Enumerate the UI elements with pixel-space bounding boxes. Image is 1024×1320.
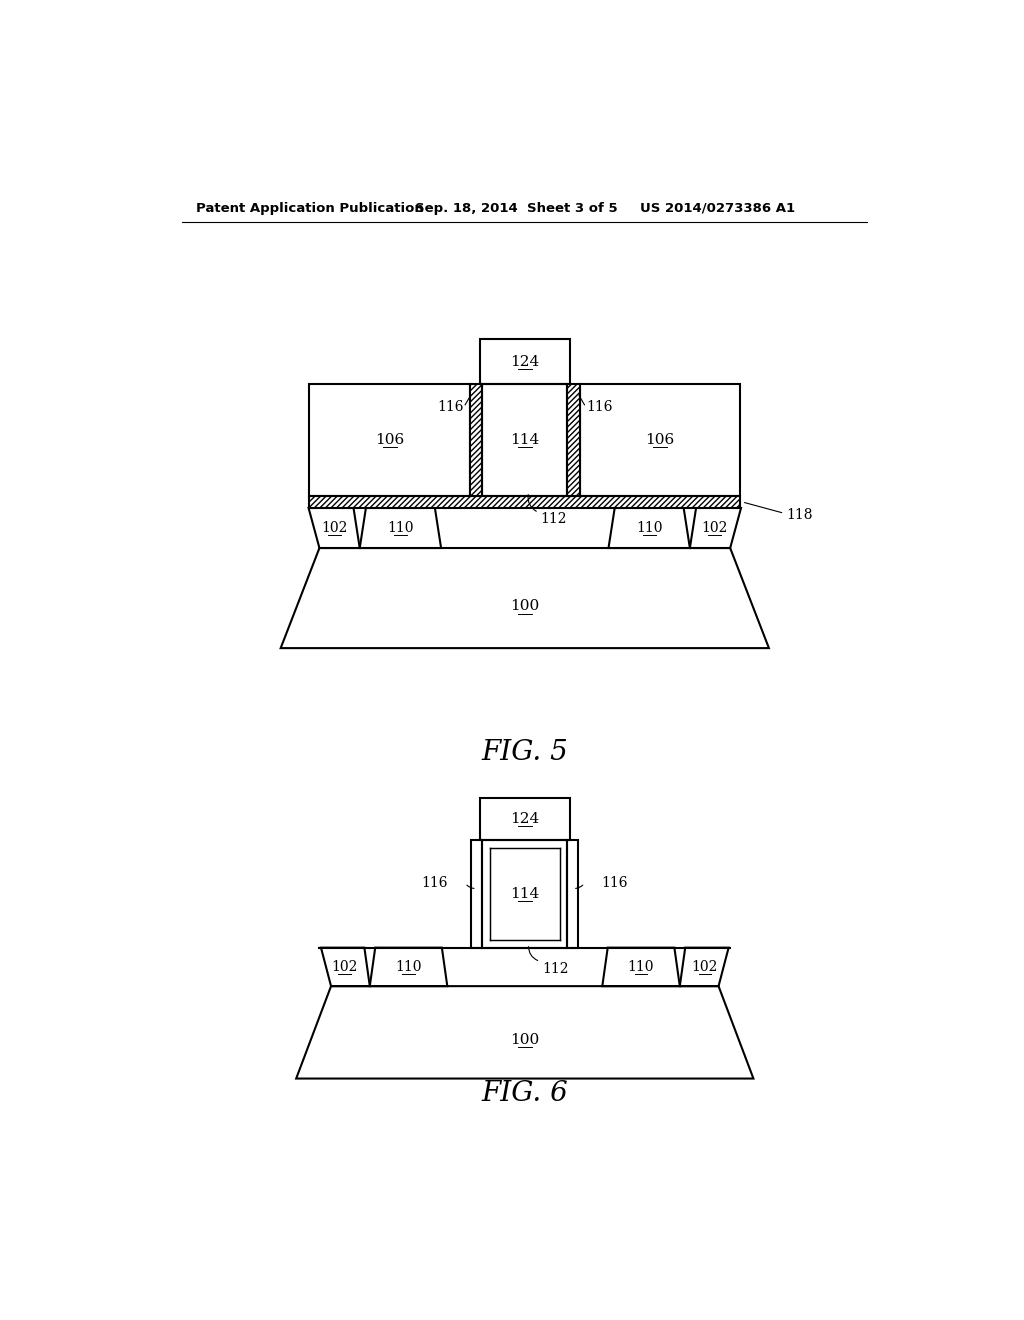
- Text: 110: 110: [387, 521, 414, 535]
- Text: 116: 116: [601, 876, 628, 890]
- Text: 114: 114: [510, 433, 540, 447]
- Bar: [480, 797, 569, 840]
- Text: 124: 124: [510, 812, 540, 826]
- Text: 116: 116: [437, 400, 464, 414]
- Bar: [471, 840, 482, 948]
- Text: 124: 124: [510, 355, 540, 368]
- Bar: [470, 384, 482, 496]
- Text: 116: 116: [586, 400, 612, 414]
- Bar: [309, 384, 470, 496]
- Text: 100: 100: [510, 599, 540, 612]
- Text: 112: 112: [542, 962, 568, 977]
- Text: Sep. 18, 2014  Sheet 3 of 5: Sep. 18, 2014 Sheet 3 of 5: [415, 202, 617, 215]
- Text: 102: 102: [701, 521, 728, 535]
- Text: 100: 100: [510, 1032, 540, 1047]
- Text: 106: 106: [375, 433, 404, 447]
- Text: 110: 110: [636, 521, 663, 535]
- Text: 114: 114: [510, 887, 540, 900]
- Text: 102: 102: [332, 960, 357, 974]
- Bar: [482, 840, 567, 948]
- Bar: [480, 339, 569, 384]
- Text: 110: 110: [628, 960, 654, 974]
- Text: FIG. 5: FIG. 5: [481, 739, 568, 767]
- Bar: [567, 840, 579, 948]
- Text: 110: 110: [395, 960, 422, 974]
- Text: 116: 116: [422, 876, 449, 890]
- Bar: [567, 384, 580, 496]
- Bar: [580, 384, 740, 496]
- Text: 102: 102: [692, 960, 718, 974]
- Text: US 2014/0273386 A1: US 2014/0273386 A1: [640, 202, 795, 215]
- Text: FIG. 6: FIG. 6: [481, 1081, 568, 1107]
- Text: 112: 112: [541, 512, 567, 525]
- Bar: [482, 384, 567, 496]
- Text: 118: 118: [786, 508, 813, 521]
- Text: 106: 106: [645, 433, 675, 447]
- Text: Patent Application Publication: Patent Application Publication: [197, 202, 424, 215]
- Text: 102: 102: [322, 521, 348, 535]
- Bar: [309, 495, 740, 508]
